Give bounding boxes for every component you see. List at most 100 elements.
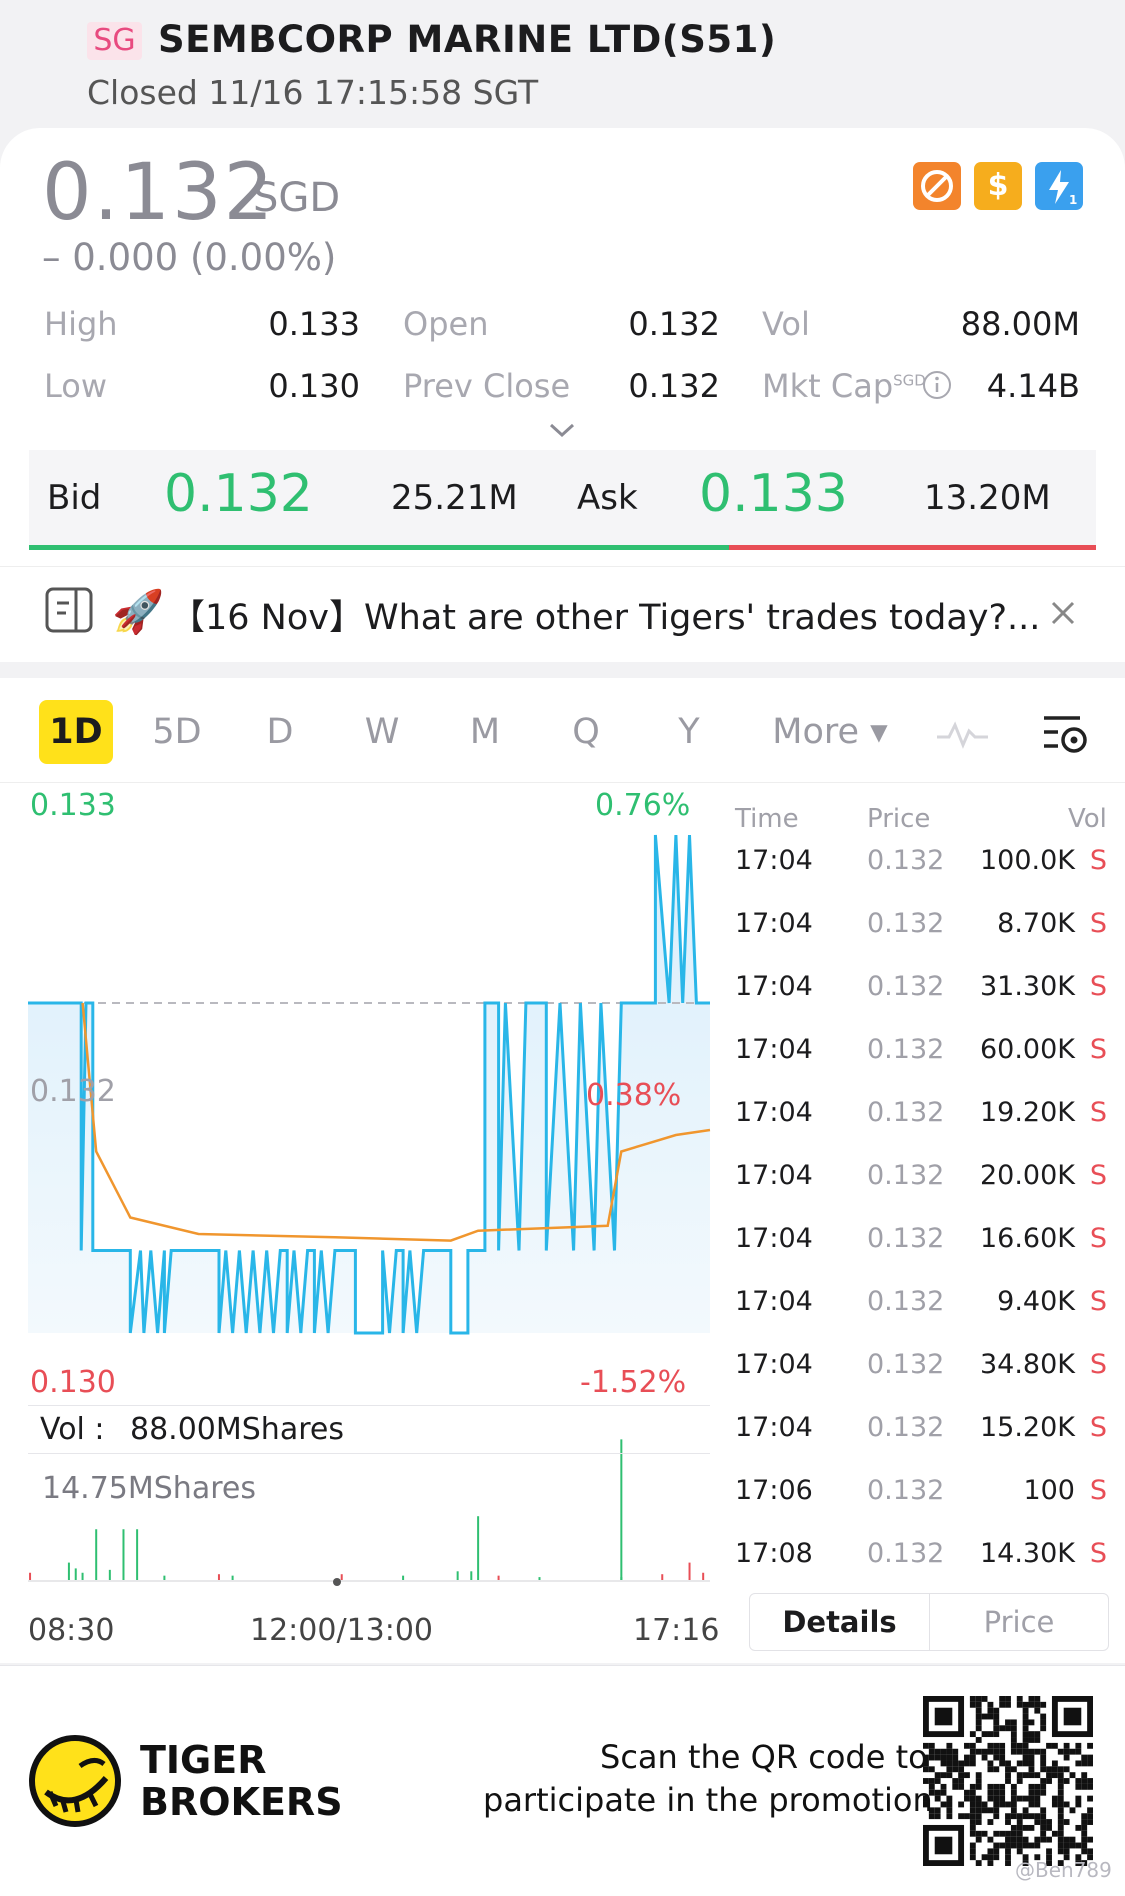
trade-volume: 100 [1023, 1475, 1075, 1506]
tiger-logo-icon [28, 1734, 122, 1828]
news-banner[interactable]: 🚀 【16 Nov】What are other Tigers' trades … [0, 566, 1125, 662]
trade-time: 17:04 [735, 971, 813, 1002]
stat-low-value: 0.130 [268, 367, 360, 405]
trade-volume: 60.00K [979, 1034, 1075, 1065]
bid-price: 0.132 [164, 464, 313, 524]
indicator-icon[interactable] [935, 715, 990, 750]
pct-high-label: 0.76% [595, 788, 691, 823]
trade-price: 0.132 [867, 845, 945, 876]
pct-mid-label: 0.38% [586, 1078, 682, 1113]
trade-row: 17:06 0.132 100 S [735, 1475, 1107, 1515]
trade-time: 17:04 [735, 1349, 813, 1380]
vol-max-label: 14.75MShares [42, 1471, 256, 1506]
trade-volume: 31.30K [979, 971, 1075, 1002]
pct-low-label: -1.52% [580, 1365, 687, 1400]
y-low-label: 0.130 [30, 1365, 116, 1400]
trade-row: 17:04 0.132 31.30K S [735, 971, 1107, 1011]
qr-code-icon[interactable] [923, 1696, 1093, 1866]
trade-volume: 100.0K [979, 845, 1075, 876]
trade-row: 17:08 0.132 14.30K S [735, 1538, 1107, 1578]
trade-side: S [1089, 1223, 1107, 1254]
trade-price: 0.132 [867, 1475, 945, 1506]
trade-time: 17:04 [735, 845, 813, 876]
tab-d[interactable]: D [266, 712, 294, 752]
watermark: @Ben789 [1015, 1858, 1112, 1882]
lightning-icon[interactable]: 1 [1035, 162, 1083, 210]
average-price-line [81, 1002, 711, 1242]
trade-row: 17:04 0.132 15.20K S [735, 1412, 1107, 1452]
brand-line2: BROKERS [140, 1780, 343, 1824]
trade-row: 17:04 0.132 20.00K S [735, 1160, 1107, 1200]
close-icon[interactable] [1045, 595, 1081, 631]
news-doc-icon [44, 585, 94, 635]
info-icon[interactable] [922, 370, 952, 400]
news-text[interactable]: 【16 Nov】What are other Tigers' trades to… [170, 598, 1041, 638]
price-layer [28, 834, 711, 1335]
vol-divider-top [28, 1405, 710, 1406]
y-mid-label: 0.132 [30, 1074, 116, 1109]
no-shorting-icon[interactable] [913, 162, 961, 210]
tab-divider [0, 782, 1125, 783]
chart-settings-icon[interactable] [1040, 712, 1092, 756]
y-high-label: 0.133 [30, 788, 116, 823]
rocket-icon: 🚀 [112, 587, 165, 636]
intraday-chart[interactable] [0, 785, 720, 1615]
trade-time: 17:04 [735, 1223, 813, 1254]
tab-more[interactable]: More ▾ [772, 712, 888, 752]
trade-side: S [1089, 1034, 1107, 1065]
trades-header-price: Price [867, 804, 931, 834]
promo-line1: Scan the QR code to [600, 1738, 928, 1776]
vol-value: 88.00MShares [130, 1412, 344, 1447]
market-badge: SG [87, 22, 142, 60]
dollar-icon[interactable]: $ [974, 162, 1022, 210]
trade-price: 0.132 [867, 1223, 945, 1254]
trade-side: S [1089, 845, 1107, 876]
trade-row: 17:04 0.132 16.60K S [735, 1223, 1107, 1263]
trade-side: S [1089, 1538, 1107, 1569]
price-change: – 0.000 (0.00%) [42, 236, 337, 279]
trade-row: 17:04 0.132 34.80K S [735, 1349, 1107, 1389]
tab-5d[interactable]: 5D [152, 712, 202, 752]
trade-volume: 34.80K [979, 1349, 1075, 1380]
tab-1d[interactable]: 1D [39, 700, 113, 764]
stat-mkt-cap-value: 4.14B [986, 367, 1080, 405]
ask-size: 13.20M [924, 478, 1051, 518]
trade-volume: 16.60K [979, 1223, 1075, 1254]
trade-side: S [1089, 1286, 1107, 1317]
trade-price: 0.132 [867, 1349, 945, 1380]
tab-details[interactable]: Details [750, 1594, 930, 1650]
stat-prev-close-label: Prev Close [403, 367, 571, 405]
trade-price: 0.132 [867, 1286, 945, 1317]
trade-price: 0.132 [867, 1160, 945, 1191]
tab-y[interactable]: Y [678, 712, 700, 752]
vol-label: Vol : [40, 1412, 105, 1447]
trade-side: S [1089, 971, 1107, 1002]
market-status: Closed 11/16 17:15:58 SGT [87, 73, 539, 112]
trade-row: 17:04 0.132 100.0K S [735, 845, 1107, 885]
bid-ask-bar: Bid 0.132 25.21M Ask 0.133 13.20M [29, 450, 1096, 550]
trade-side: S [1089, 1160, 1107, 1191]
tab-q[interactable]: Q [572, 712, 600, 752]
tab-price[interactable]: Price [983, 1605, 1055, 1639]
tab-w[interactable]: W [364, 712, 400, 752]
trade-side: S [1089, 908, 1107, 939]
trade-side: S [1089, 1475, 1107, 1506]
vol-divider-bottom [28, 1453, 710, 1454]
trade-volume: 20.00K [979, 1160, 1075, 1191]
trade-price: 0.132 [867, 908, 945, 939]
stat-vol-label: Vol [762, 305, 810, 343]
header: SG SEMBCORP MARINE LTD(S51) Closed 11/16… [0, 0, 1125, 130]
trade-volume: 9.40K [997, 1286, 1075, 1317]
trade-row: 17:04 0.132 9.40K S [735, 1286, 1107, 1326]
tab-m[interactable]: M [469, 712, 501, 752]
trade-price: 0.132 [867, 1538, 945, 1569]
x-mid-label: 12:00/13:00 [250, 1613, 434, 1648]
trade-time: 17:04 [735, 1160, 813, 1191]
stat-open-label: Open [403, 305, 489, 343]
trade-time: 17:04 [735, 908, 813, 939]
trade-row: 17:04 0.132 8.70K S [735, 908, 1107, 948]
midday-marker [333, 1578, 341, 1586]
trade-row: 17:04 0.132 60.00K S [735, 1034, 1107, 1074]
expand-chevron-icon[interactable] [547, 420, 577, 440]
price-area [28, 835, 710, 1333]
